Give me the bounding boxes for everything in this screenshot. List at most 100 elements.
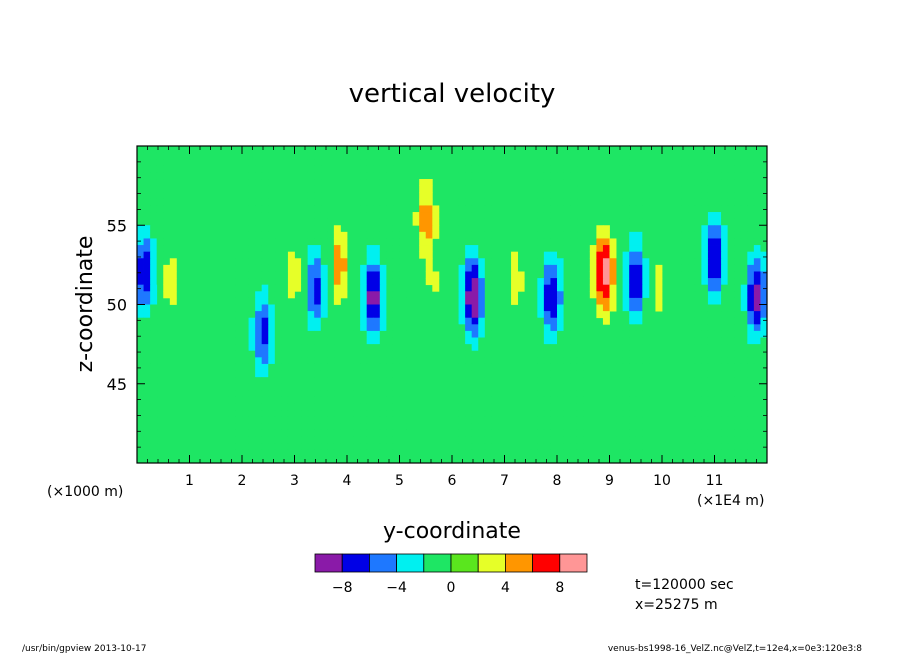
contour-cell xyxy=(248,278,256,286)
contour-cell xyxy=(707,363,715,371)
contour-cell xyxy=(635,337,643,345)
contour-cell xyxy=(274,357,282,365)
contour-cell xyxy=(570,159,578,167)
contour-cell xyxy=(557,218,564,226)
contour-cell xyxy=(543,205,551,213)
contour-cell xyxy=(484,231,492,239)
contour-cell xyxy=(694,324,702,332)
contour-cell xyxy=(150,390,158,398)
contour-cell xyxy=(760,344,768,352)
contour-cell xyxy=(150,212,158,220)
contour-cell xyxy=(360,231,368,239)
contour-cell xyxy=(465,423,473,431)
contour-cell xyxy=(399,403,407,411)
contour-cell xyxy=(727,436,735,444)
contour-cell xyxy=(452,317,459,325)
contour-cell xyxy=(294,410,302,418)
contour-cell xyxy=(576,456,584,464)
contour-cell xyxy=(557,377,564,385)
contour-cell xyxy=(314,357,322,365)
contour-cell xyxy=(156,231,164,239)
contour-cell xyxy=(386,258,394,266)
contour-cell xyxy=(753,198,761,206)
contour-cell xyxy=(327,410,335,418)
contour-cell xyxy=(399,317,407,325)
contour-cell xyxy=(714,284,722,292)
contour-cell xyxy=(340,271,348,279)
contour-cell xyxy=(714,436,722,444)
contour-cell xyxy=(721,311,729,319)
contour-cell xyxy=(235,390,243,398)
contour-cell xyxy=(392,330,400,338)
contour-cell xyxy=(452,284,459,292)
contour-cell xyxy=(137,410,144,418)
contour-cell xyxy=(491,291,499,299)
contour-cell xyxy=(478,172,486,180)
contour-cell xyxy=(327,436,335,444)
contour-cell xyxy=(392,410,400,418)
contour-cell xyxy=(707,410,715,418)
contour-cell xyxy=(727,311,735,319)
contour-cell xyxy=(301,377,309,385)
contour-cell xyxy=(373,172,381,180)
contour-cell xyxy=(281,396,289,404)
contour-cell xyxy=(760,258,768,266)
contour-cell xyxy=(373,238,381,246)
contour-cell xyxy=(228,403,236,411)
contour-cell xyxy=(471,423,479,431)
contour-cell xyxy=(392,416,400,424)
contour-cell xyxy=(320,449,328,457)
contour-cell xyxy=(714,198,722,206)
contour-cell xyxy=(688,416,696,424)
contour-cell xyxy=(701,377,709,385)
contour-cell xyxy=(629,185,637,193)
contour-cell xyxy=(491,377,499,385)
contour-cell xyxy=(294,284,302,292)
contour-cell xyxy=(550,218,558,226)
contour-cell xyxy=(478,330,486,338)
contour-cell xyxy=(353,350,361,358)
contour-cell xyxy=(301,258,309,266)
contour-cell xyxy=(747,251,755,259)
contour-cell xyxy=(320,330,328,338)
contour-cell xyxy=(753,403,761,411)
contour-cell xyxy=(307,344,315,352)
contour-cell xyxy=(255,317,263,325)
contour-cell xyxy=(537,429,545,437)
contour-cell xyxy=(550,225,558,233)
contour-cell xyxy=(327,396,335,404)
contour-cell xyxy=(268,363,276,371)
contour-cell xyxy=(458,231,466,239)
contour-cell xyxy=(760,231,768,239)
contour-cell xyxy=(563,423,571,431)
contour-cell xyxy=(694,165,702,173)
contour-cell xyxy=(616,456,624,464)
contour-cell xyxy=(386,410,394,418)
contour-cell xyxy=(714,330,722,338)
contour-cell xyxy=(642,146,650,153)
contour-cell xyxy=(491,330,499,338)
contour-cell xyxy=(701,330,709,338)
contour-cell xyxy=(609,297,617,305)
contour-cell xyxy=(701,291,709,299)
contour-cell xyxy=(360,377,368,385)
contour-cell xyxy=(596,278,604,286)
contour-cell xyxy=(143,291,151,299)
contour-cell xyxy=(156,179,164,187)
contour-cell xyxy=(753,231,761,239)
contour-cell xyxy=(563,410,571,418)
contour-cell xyxy=(707,456,715,464)
contour-cell xyxy=(484,390,492,398)
contour-cell xyxy=(642,264,650,272)
x-axis-label: y-coordinate xyxy=(383,519,521,544)
contour-cell xyxy=(465,192,473,200)
contour-cell xyxy=(452,278,459,286)
contour-cell xyxy=(294,429,302,437)
contour-cell xyxy=(557,396,564,404)
contour-cell xyxy=(734,179,742,187)
contour-cell xyxy=(576,396,584,404)
contour-cell xyxy=(563,212,571,220)
contour-cell xyxy=(255,456,263,464)
contour-cell xyxy=(563,436,571,444)
contour-cell xyxy=(268,258,276,266)
